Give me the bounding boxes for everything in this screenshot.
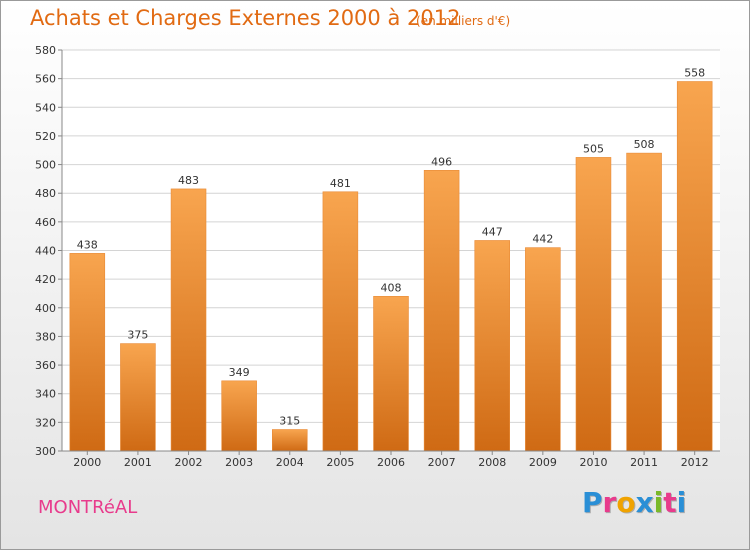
logo-letter: x bbox=[635, 486, 654, 519]
bar-value-label: 481 bbox=[330, 177, 351, 190]
logo-letter: i bbox=[653, 486, 664, 519]
y-tick-label: 480 bbox=[35, 187, 56, 200]
chart-title: Achats et Charges Externes 2000 à 2012 bbox=[30, 6, 461, 30]
x-axis-ticks: 2000 2001 2002 2003 2004 2005 2006 2007 2008 2009… bbox=[73, 451, 709, 469]
x-tick-label: 2006 bbox=[377, 456, 405, 469]
y-tick-label: 340 bbox=[35, 388, 56, 401]
y-tick-label: 400 bbox=[35, 302, 56, 315]
bar bbox=[677, 81, 713, 451]
x-tick-label: 2005 bbox=[326, 456, 354, 469]
y-tick-label: 440 bbox=[35, 245, 56, 258]
y-tick-label: 420 bbox=[35, 273, 56, 286]
bar-value-label: 375 bbox=[127, 329, 148, 342]
bar-value-label: 442 bbox=[532, 233, 553, 246]
proxiti-logo: Proxiti bbox=[582, 486, 686, 519]
bar bbox=[626, 153, 662, 451]
x-tick-label: 2011 bbox=[630, 456, 658, 469]
y-tick-label: 540 bbox=[35, 101, 56, 114]
x-tick-label: 2002 bbox=[175, 456, 203, 469]
bar-value-label: 349 bbox=[229, 366, 250, 379]
x-tick-label: 2009 bbox=[529, 456, 557, 469]
y-tick-label: 320 bbox=[35, 416, 56, 429]
x-tick-label: 2008 bbox=[478, 456, 506, 469]
bar bbox=[474, 240, 510, 451]
chart-subtitle: (en milliers d'€) bbox=[416, 14, 511, 28]
y-tick-label: 520 bbox=[35, 130, 56, 143]
y-tick-label: 580 bbox=[35, 44, 56, 57]
bar bbox=[120, 343, 156, 451]
y-tick-label: 500 bbox=[35, 159, 56, 172]
x-tick-label: 2012 bbox=[681, 456, 709, 469]
bar-value-label: 505 bbox=[583, 142, 604, 155]
y-tick-label: 380 bbox=[35, 330, 56, 343]
bar-value-label: 483 bbox=[178, 174, 199, 187]
logo-letter: i bbox=[676, 486, 687, 519]
y-tick-label: 560 bbox=[35, 73, 56, 86]
x-tick-label: 2007 bbox=[428, 456, 456, 469]
x-tick-label: 2004 bbox=[276, 456, 304, 469]
bar-value-label: 408 bbox=[381, 281, 402, 294]
bar bbox=[424, 170, 460, 452]
bar bbox=[373, 296, 409, 451]
x-tick-label: 2000 bbox=[73, 456, 101, 469]
bar bbox=[69, 253, 105, 451]
y-tick-label: 300 bbox=[35, 445, 56, 458]
bar-value-label: 558 bbox=[684, 67, 705, 80]
bar-value-label: 447 bbox=[482, 225, 503, 238]
bar bbox=[322, 191, 358, 451]
commune-name: MONTRéAL bbox=[38, 497, 138, 518]
y-axis-ticks: 300 320 340 360 380 400 420 440 460 480 500 520 540 5… bbox=[35, 44, 62, 458]
logo-letter: t bbox=[663, 486, 677, 519]
bar bbox=[525, 247, 561, 451]
x-tick-label: 2010 bbox=[579, 456, 607, 469]
logo-letter: o bbox=[616, 486, 636, 519]
bar-value-label: 438 bbox=[77, 238, 98, 251]
bar-value-label: 508 bbox=[634, 138, 655, 151]
bar bbox=[272, 429, 308, 451]
logo-letter: P bbox=[582, 486, 603, 519]
bar-value-label: 496 bbox=[431, 155, 452, 168]
y-tick-label: 360 bbox=[35, 359, 56, 372]
bars: 438 375 483 349 315 481 408 496 447 442 505 508 558 bbox=[69, 67, 713, 452]
bar bbox=[171, 188, 207, 452]
x-tick-label: 2001 bbox=[124, 456, 152, 469]
bar bbox=[221, 380, 257, 451]
y-tick-label: 460 bbox=[35, 216, 56, 229]
bar bbox=[575, 157, 611, 452]
logo-letter: r bbox=[602, 486, 617, 519]
x-tick-label: 2003 bbox=[225, 456, 253, 469]
bar-value-label: 315 bbox=[279, 415, 300, 428]
